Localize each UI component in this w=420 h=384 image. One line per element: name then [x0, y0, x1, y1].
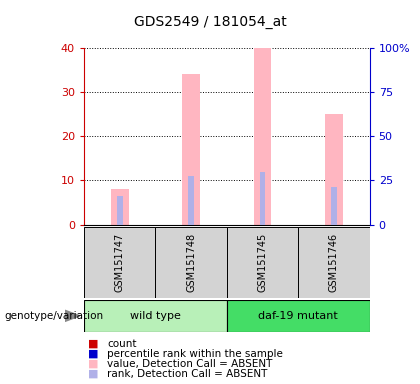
Bar [182, 74, 200, 225]
Text: GSM151747: GSM151747 [115, 232, 125, 292]
Text: percentile rank within the sample: percentile rank within the sample [107, 349, 283, 359]
Text: GDS2549 / 181054_at: GDS2549 / 181054_at [134, 15, 286, 29]
Text: value, Detection Call = ABSENT: value, Detection Call = ABSENT [107, 359, 273, 369]
Bar [155, 227, 227, 298]
Text: wild type: wild type [130, 311, 181, 321]
Bar [254, 48, 271, 225]
Bar [325, 114, 343, 225]
Polygon shape [65, 310, 80, 321]
Bar [227, 300, 370, 332]
Bar [260, 172, 265, 225]
Bar [188, 176, 194, 225]
Text: GSM151746: GSM151746 [329, 233, 339, 291]
Bar [111, 189, 129, 225]
Text: ■: ■ [88, 359, 99, 369]
Text: daf-19 mutant: daf-19 mutant [258, 311, 338, 321]
Text: rank, Detection Call = ABSENT: rank, Detection Call = ABSENT [107, 369, 268, 379]
Bar [227, 227, 298, 298]
Bar [84, 227, 155, 298]
Text: ■: ■ [88, 339, 99, 349]
Text: GSM151748: GSM151748 [186, 233, 196, 291]
Text: ■: ■ [88, 349, 99, 359]
Bar [298, 227, 370, 298]
Bar [117, 196, 123, 225]
Text: count: count [107, 339, 136, 349]
Text: genotype/variation: genotype/variation [4, 311, 103, 321]
Text: GSM151745: GSM151745 [257, 232, 268, 292]
Bar [331, 187, 337, 225]
Bar [84, 300, 227, 332]
Text: ■: ■ [88, 369, 99, 379]
